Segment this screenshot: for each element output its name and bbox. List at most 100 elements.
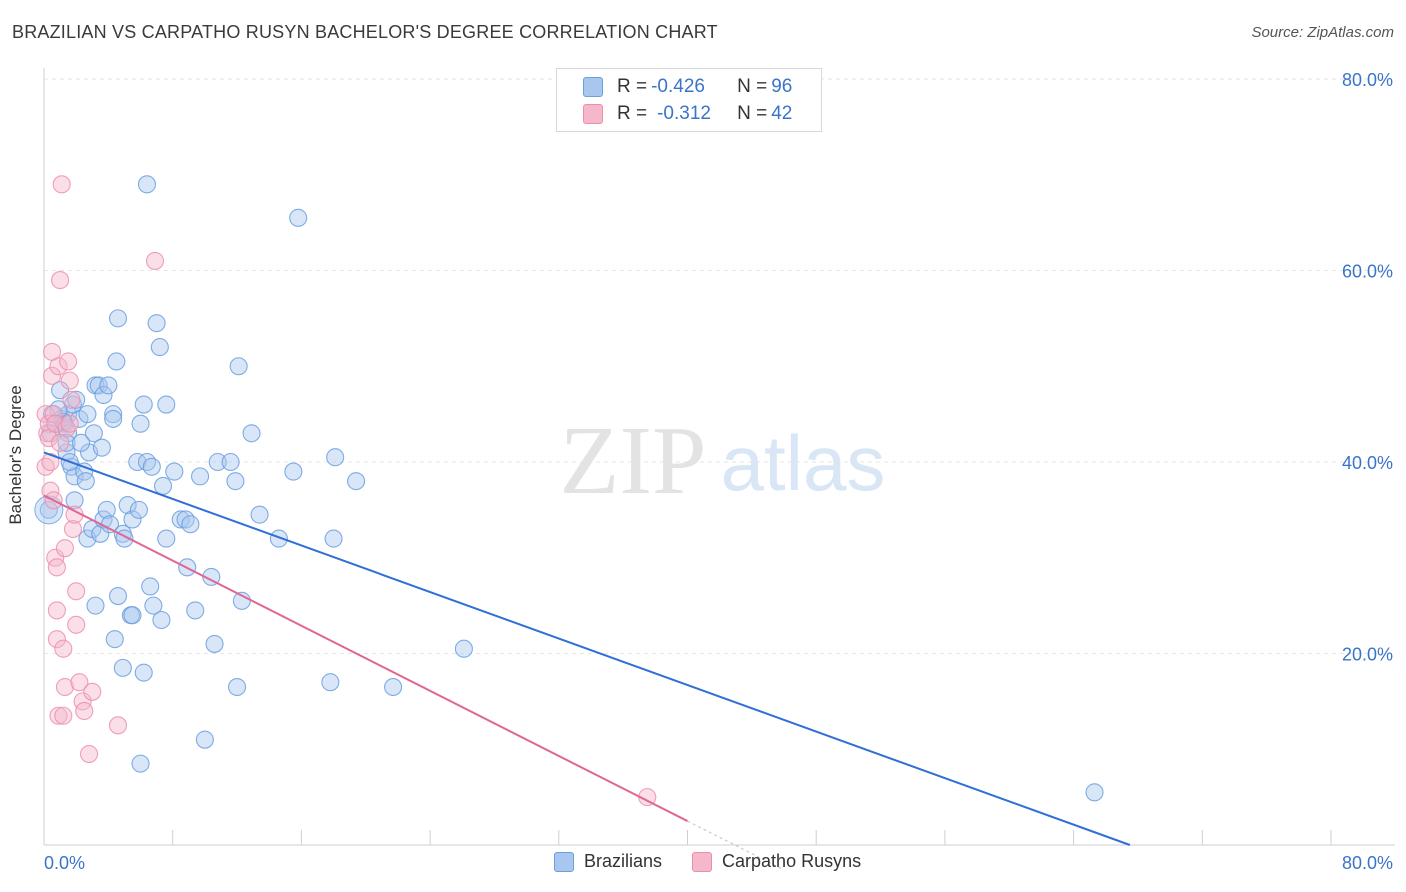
- data-point: [78, 405, 97, 424]
- data-point: [44, 405, 63, 424]
- data-point: [454, 639, 473, 658]
- data-point: [83, 682, 102, 701]
- data-point: [150, 338, 169, 357]
- data-point: [176, 510, 195, 529]
- data-point: [84, 424, 103, 443]
- y-axis-label: Bachelor's Degree: [6, 385, 25, 525]
- data-point: [55, 539, 74, 558]
- data-point: [51, 433, 70, 452]
- x-tick-label-max: 80.0%: [1342, 853, 1393, 873]
- data-point: [47, 558, 66, 577]
- legend-n-value: 96: [771, 76, 793, 97]
- data-point: [46, 414, 65, 433]
- data-point: [145, 251, 165, 270]
- data-point: [229, 357, 248, 376]
- x-tick-labels: 0.0% 80.0%: [44, 853, 1393, 873]
- series-brazilians-points: [34, 175, 1104, 802]
- data-point: [65, 467, 84, 486]
- data-point: [134, 395, 153, 414]
- data-point: [60, 371, 79, 390]
- y-tick-label: 40.0%: [1342, 453, 1393, 473]
- data-point: [123, 606, 142, 625]
- legend-item-brazilians[interactable]: Brazilians: [554, 851, 662, 872]
- data-point: [49, 357, 68, 376]
- data-point: [113, 658, 132, 677]
- data-point: [75, 701, 94, 721]
- data-point: [208, 452, 227, 472]
- correlation-legend: R = -0.426 N = 96 R = -0.312 N = 42: [556, 68, 822, 132]
- data-point: [242, 424, 261, 443]
- chart-title: BRAZILIAN VS CARPATHO RUSYN BACHELOR'S D…: [12, 22, 718, 42]
- data-point: [171, 510, 190, 529]
- data-point: [60, 414, 79, 433]
- data-point: [62, 390, 81, 409]
- data-point: [65, 491, 84, 510]
- legend-label-carpatho-rusyns: Carpatho Rusyns: [722, 851, 862, 871]
- legend-item-carpatho-rusyns[interactable]: Carpatho Rusyns: [692, 851, 861, 872]
- y-tick-label: 20.0%: [1342, 645, 1393, 665]
- data-point: [108, 716, 128, 735]
- data-point: [289, 208, 308, 227]
- data-point: [157, 529, 176, 548]
- legend-r-label: R =: [617, 103, 648, 124]
- data-point: [104, 409, 123, 428]
- data-point: [75, 462, 94, 481]
- data-point: [269, 529, 288, 548]
- data-point: [34, 495, 64, 525]
- data-point: [108, 586, 128, 606]
- data-point: [57, 433, 76, 452]
- data-point: [137, 175, 157, 194]
- data-point: [67, 390, 86, 409]
- data-point: [128, 452, 147, 472]
- legend-n-value: 42: [771, 103, 793, 124]
- data-point: [1085, 783, 1104, 802]
- data-point: [42, 366, 62, 385]
- data-point: [91, 524, 110, 543]
- data-point: [147, 314, 166, 333]
- axes: [43, 68, 1395, 846]
- legend-r-label: R =: [617, 76, 648, 97]
- data-point: [157, 395, 176, 414]
- data-point: [131, 754, 150, 773]
- data-point: [221, 452, 240, 472]
- data-point: [141, 577, 160, 596]
- data-point: [142, 457, 161, 476]
- data-point: [52, 175, 71, 194]
- data-point: [347, 472, 366, 491]
- data-point: [134, 663, 153, 682]
- trend-lines: [43, 451, 1131, 871]
- legend-swatch-carpatho-rusyns: [692, 851, 713, 872]
- data-point: [137, 452, 157, 472]
- data-point: [54, 639, 73, 658]
- y-tick-labels: 20.0% 40.0% 60.0% 80.0%: [1342, 70, 1393, 665]
- x-tick-label-min: 0.0%: [44, 853, 85, 873]
- data-point: [92, 438, 111, 457]
- watermark-zip: ZIP: [560, 407, 707, 515]
- data-point: [153, 476, 173, 495]
- trend-line: [43, 494, 688, 822]
- data-point: [67, 615, 86, 634]
- data-point: [36, 457, 55, 476]
- watermark-atlas: atlas: [721, 419, 886, 507]
- data-point: [51, 271, 70, 290]
- data-point: [228, 677, 247, 697]
- legend-n-label: N =: [737, 76, 768, 97]
- data-point: [226, 472, 245, 491]
- legend-swatch-brazilians: [583, 77, 603, 97]
- data-point: [284, 462, 303, 481]
- data-point: [89, 376, 108, 395]
- data-point: [190, 467, 210, 486]
- data-point: [104, 405, 123, 424]
- data-point: [54, 706, 73, 725]
- data-point: [105, 630, 124, 649]
- data-point: [129, 500, 148, 519]
- chart-source: Source: ZipAtlas.com: [1251, 24, 1394, 41]
- trend-line-extension: [687, 820, 785, 871]
- data-point: [186, 601, 205, 620]
- data-point: [59, 352, 78, 371]
- data-point: [67, 582, 86, 601]
- data-point: [71, 433, 91, 452]
- data-point: [152, 610, 171, 630]
- legend-label-brazilians: Brazilians: [584, 851, 663, 871]
